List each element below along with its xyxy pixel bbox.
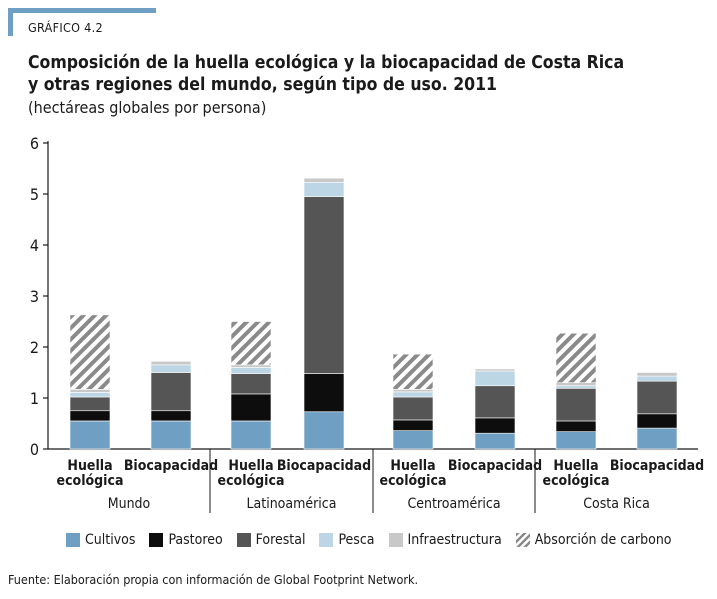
bar-segment bbox=[230, 393, 272, 422]
legend-item: Infraestructura bbox=[388, 532, 502, 548]
legend-label: Forestal bbox=[255, 532, 306, 548]
chart-subtitle: (hectáreas globales por persona) bbox=[28, 98, 267, 117]
legend-label: Absorción de carbono bbox=[534, 532, 672, 548]
bar-label: Huella bbox=[228, 458, 273, 474]
bar-segment bbox=[69, 389, 111, 393]
bar-segment bbox=[555, 382, 597, 387]
legend-swatch bbox=[515, 533, 530, 547]
source-note: Fuente: Elaboración propia con informaci… bbox=[8, 572, 419, 587]
chart-title-line-2: y otras regiones del mundo, según tipo d… bbox=[28, 75, 498, 95]
bar-segment bbox=[474, 417, 516, 434]
bar-segment bbox=[69, 410, 111, 422]
chart-legend: Cultivos Pastoreo Forestal Pesca Infraestruc… bbox=[66, 532, 686, 548]
group-label: Latinoamérica bbox=[247, 496, 337, 512]
group-label: Costa Rica bbox=[583, 496, 650, 512]
bar-segment bbox=[392, 391, 434, 398]
legend-label: Pesca bbox=[338, 532, 375, 548]
bar-segment bbox=[636, 372, 678, 377]
legend-item: Pesca bbox=[319, 532, 375, 548]
bar-segment bbox=[636, 427, 678, 450]
bar-segment bbox=[392, 419, 434, 431]
legend-swatch bbox=[388, 533, 403, 547]
legend-label: Cultivos bbox=[85, 532, 136, 548]
bar-segment bbox=[69, 396, 111, 412]
bar-segment bbox=[636, 380, 678, 415]
bar-segment bbox=[230, 420, 272, 450]
bar-segment bbox=[474, 432, 516, 450]
bar-label: Huella bbox=[553, 458, 598, 474]
y-tick-label: 1 bbox=[30, 389, 39, 408]
bar-segment bbox=[392, 396, 434, 421]
header-accent-bar bbox=[8, 8, 156, 36]
legend-swatch bbox=[149, 533, 164, 547]
bar-segment bbox=[303, 177, 345, 183]
legend-item: Pastoreo bbox=[149, 532, 223, 548]
chart-title-line-1: Composición de la huella ecológica y la … bbox=[28, 53, 625, 73]
bar-segment bbox=[230, 367, 272, 374]
bar-segment bbox=[150, 360, 192, 366]
bar-label: Biocapacidad bbox=[124, 458, 218, 474]
legend-item: Forestal bbox=[236, 532, 306, 548]
legend-label: Pastoreo bbox=[168, 532, 223, 548]
bar-segment bbox=[230, 321, 272, 366]
bar-segment bbox=[230, 373, 272, 395]
bar-segment bbox=[150, 420, 192, 450]
y-tick-label: 5 bbox=[30, 185, 39, 204]
bar-segment bbox=[230, 364, 272, 368]
bar-label: ecológica bbox=[218, 473, 285, 489]
y-tick-label: 4 bbox=[30, 236, 39, 255]
bar-label: ecológica bbox=[380, 473, 447, 489]
chart-axes: 0 1 2 3 4 5 6 bbox=[30, 134, 698, 459]
y-tick-label: 3 bbox=[30, 287, 39, 306]
legend-swatch bbox=[66, 533, 80, 547]
bar-segment bbox=[150, 410, 192, 422]
group-label: Centroamérica bbox=[407, 496, 500, 512]
bar-segment bbox=[474, 385, 516, 419]
bar-segment bbox=[150, 364, 192, 373]
y-tick-label: 6 bbox=[30, 134, 39, 153]
chart-kicker: GRÁFICO 4.2 bbox=[28, 20, 103, 35]
bar-segment bbox=[69, 314, 111, 390]
bar-segment bbox=[474, 370, 516, 387]
bar-label: Biocapacidad bbox=[277, 458, 371, 474]
bar-segment bbox=[303, 411, 345, 450]
legend-label: Infraestructura bbox=[407, 532, 502, 548]
bar-label: ecológica bbox=[543, 473, 610, 489]
bar-segment bbox=[474, 368, 516, 372]
legend-swatch bbox=[236, 533, 251, 547]
bar-segment bbox=[150, 372, 192, 412]
bar-segment bbox=[555, 420, 597, 432]
legend-item: Absorción de carbono bbox=[515, 532, 672, 548]
bar-label: Huella bbox=[390, 458, 435, 474]
bar-segment bbox=[69, 392, 111, 398]
bar-segment bbox=[555, 332, 597, 384]
y-tick-label: 0 bbox=[30, 440, 39, 459]
bar-segment bbox=[303, 373, 345, 413]
bar-segment bbox=[69, 420, 111, 450]
y-tick-label: 2 bbox=[30, 338, 39, 357]
bar-segment bbox=[392, 389, 434, 393]
bar-label: Biocapacidad bbox=[448, 458, 542, 474]
chart-bars bbox=[69, 177, 678, 450]
bar-segment bbox=[555, 385, 597, 389]
bar-segment bbox=[392, 353, 434, 390]
legend-item: Cultivos bbox=[66, 532, 135, 548]
bar-segment bbox=[392, 430, 434, 450]
group-label: Mundo bbox=[108, 496, 151, 512]
chart-title: Composición de la huella ecológica y la … bbox=[28, 52, 708, 96]
bar-segment bbox=[555, 388, 597, 422]
bar-segment bbox=[555, 431, 597, 450]
bar-label: Biocapacidad bbox=[610, 458, 704, 474]
bar-segment bbox=[303, 181, 345, 197]
bar-segment bbox=[636, 413, 678, 429]
legend-swatch bbox=[319, 533, 334, 547]
bar-label: Huella bbox=[67, 458, 112, 474]
bar-label: ecológica bbox=[57, 473, 124, 489]
bar-segment bbox=[303, 196, 345, 374]
bar-segment bbox=[636, 375, 678, 382]
